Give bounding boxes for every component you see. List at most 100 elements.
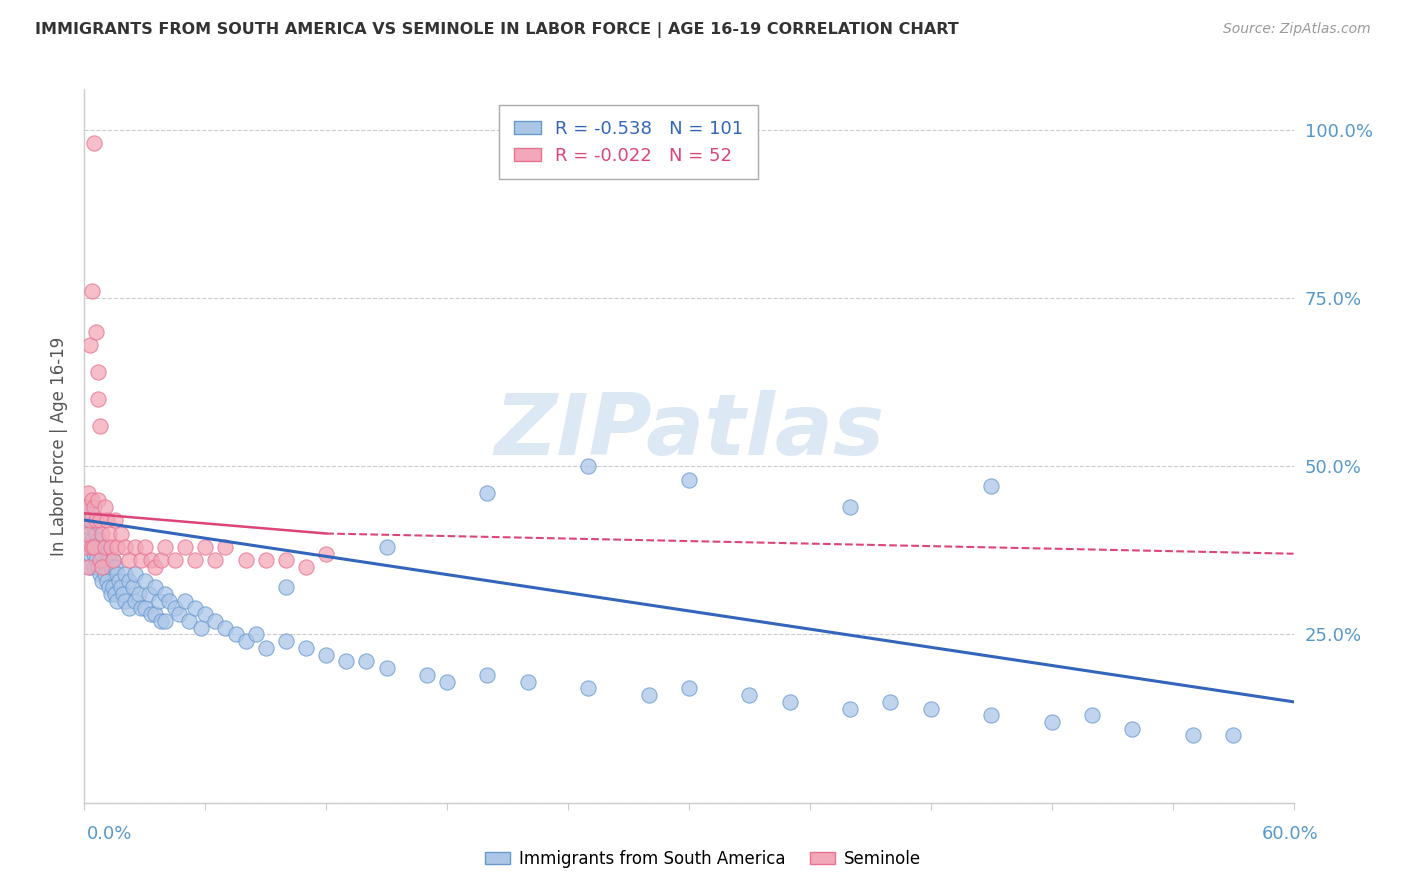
Point xyxy=(101,580,124,594)
Point xyxy=(356,655,378,669)
Text: Source: ZipAtlas.com: Source: ZipAtlas.com xyxy=(1223,22,1371,37)
Point xyxy=(839,701,862,715)
Point xyxy=(105,566,128,581)
Point xyxy=(274,634,297,648)
Point xyxy=(1222,729,1244,743)
Point xyxy=(139,607,162,622)
Point xyxy=(105,594,128,608)
Point xyxy=(91,547,114,561)
Point xyxy=(104,560,127,574)
Point xyxy=(779,695,801,709)
Point xyxy=(167,607,190,622)
Point xyxy=(86,513,108,527)
Point xyxy=(1081,708,1104,723)
Text: IMMIGRANTS FROM SOUTH AMERICA VS SEMINOLE IN LABOR FORCE | AGE 16-19 CORRELATION: IMMIGRANTS FROM SOUTH AMERICA VS SEMINOL… xyxy=(35,22,959,38)
Point xyxy=(254,553,277,567)
Point xyxy=(920,701,942,715)
Point xyxy=(100,540,122,554)
Point xyxy=(165,600,187,615)
Point xyxy=(91,526,114,541)
Point xyxy=(375,661,398,675)
Point xyxy=(118,600,141,615)
Point xyxy=(79,338,101,352)
Point xyxy=(194,540,217,554)
Point xyxy=(114,566,136,581)
Point xyxy=(111,587,134,601)
Point xyxy=(678,473,700,487)
Text: ZIPatlas: ZIPatlas xyxy=(494,390,884,474)
Point xyxy=(245,627,267,641)
Point xyxy=(118,553,141,567)
Point xyxy=(149,614,172,628)
Point xyxy=(93,540,115,554)
Point xyxy=(134,600,156,615)
Point xyxy=(79,560,101,574)
Point xyxy=(879,695,901,709)
Point xyxy=(143,607,166,622)
Point xyxy=(315,648,337,662)
Point xyxy=(214,540,236,554)
Point xyxy=(87,392,110,406)
Point xyxy=(87,365,110,379)
Point xyxy=(83,547,105,561)
Point xyxy=(91,560,114,574)
Point xyxy=(194,607,217,622)
Text: 60.0%: 60.0% xyxy=(1263,825,1319,843)
Point xyxy=(89,513,111,527)
Legend: R = -0.538   N = 101, R = -0.022   N = 52: R = -0.538 N = 101, R = -0.022 N = 52 xyxy=(499,105,758,179)
Point xyxy=(75,513,97,527)
Point xyxy=(153,614,176,628)
Point xyxy=(77,540,100,554)
Point xyxy=(149,553,172,567)
Point xyxy=(184,553,207,567)
Point xyxy=(416,668,439,682)
Point xyxy=(576,681,599,696)
Point xyxy=(83,520,105,534)
Point xyxy=(101,553,124,567)
Point xyxy=(83,560,105,574)
Point xyxy=(96,547,118,561)
Point xyxy=(190,621,212,635)
Point xyxy=(97,526,120,541)
Point xyxy=(93,540,115,554)
Point xyxy=(576,459,599,474)
Point xyxy=(148,594,170,608)
Point xyxy=(436,674,458,689)
Point xyxy=(87,492,110,507)
Point xyxy=(124,566,146,581)
Point xyxy=(82,540,104,554)
Point xyxy=(87,533,110,548)
Point xyxy=(79,520,101,534)
Point xyxy=(157,594,180,608)
Point xyxy=(335,655,357,669)
Point xyxy=(89,418,111,433)
Point xyxy=(82,284,104,298)
Point xyxy=(124,594,146,608)
Point xyxy=(75,500,97,514)
Point xyxy=(77,500,100,514)
Point xyxy=(105,540,128,554)
Point xyxy=(139,553,162,567)
Point xyxy=(375,540,398,554)
Point xyxy=(77,560,100,574)
Point xyxy=(295,560,318,574)
Point xyxy=(124,540,146,554)
Point xyxy=(87,560,110,574)
Point xyxy=(100,587,122,601)
Point xyxy=(225,627,247,641)
Point xyxy=(174,594,197,608)
Point xyxy=(477,486,499,500)
Point xyxy=(83,540,105,554)
Point xyxy=(204,553,226,567)
Point xyxy=(134,574,156,588)
Point xyxy=(129,600,152,615)
Point xyxy=(678,681,700,696)
Point xyxy=(110,580,132,594)
Point xyxy=(86,553,108,567)
Point xyxy=(77,486,100,500)
Point xyxy=(214,621,236,635)
Point xyxy=(738,688,761,702)
Point xyxy=(254,640,277,655)
Point xyxy=(516,674,538,689)
Point xyxy=(97,580,120,594)
